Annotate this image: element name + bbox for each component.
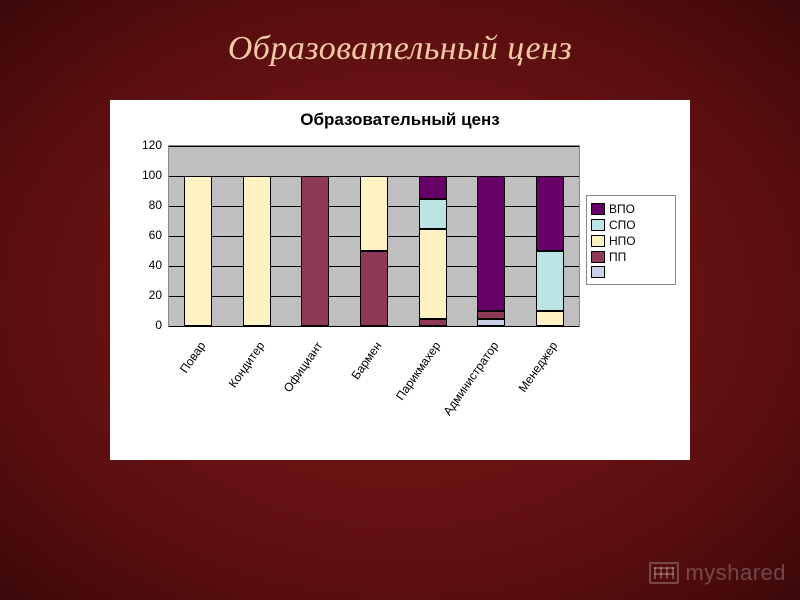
plot-wrap: ВПОСПОНПОПП 020406080100120ПоварКондитер… bbox=[128, 145, 672, 445]
legend-swatch bbox=[591, 266, 605, 278]
gridline bbox=[169, 146, 579, 147]
category-label: Администратор bbox=[440, 339, 501, 418]
slide-title: Образовательный ценз bbox=[0, 0, 800, 68]
bar-segment-blank bbox=[477, 319, 505, 327]
y-tick-label: 120 bbox=[128, 138, 162, 152]
legend-row: ВПО bbox=[591, 202, 671, 216]
bar-segment-vpo bbox=[536, 176, 564, 251]
category-label: Официант bbox=[281, 339, 326, 395]
legend-row: НПО bbox=[591, 234, 671, 248]
plot-area bbox=[168, 145, 580, 327]
legend-swatch bbox=[591, 203, 605, 215]
bar bbox=[477, 176, 505, 326]
legend-label: ПП bbox=[609, 250, 626, 264]
legend: ВПО СПО НПО ПП bbox=[586, 195, 676, 285]
legend-row bbox=[591, 266, 671, 278]
bar bbox=[536, 176, 564, 326]
slide-root: Образовательный ценз Образовательный цен… bbox=[0, 0, 800, 600]
legend-swatch bbox=[591, 235, 605, 247]
legend-swatch bbox=[591, 219, 605, 231]
bar-segment-npo bbox=[360, 176, 388, 251]
watermark: myshared bbox=[649, 560, 786, 586]
bar-segment-npo bbox=[536, 311, 564, 326]
legend-row: СПО bbox=[591, 218, 671, 232]
legend-label: СПО bbox=[609, 218, 636, 232]
bar bbox=[184, 176, 212, 326]
category-label: Кондитер bbox=[226, 339, 268, 390]
y-tick-label: 80 bbox=[128, 198, 162, 212]
y-tick-label: 0 bbox=[128, 318, 162, 332]
watermark-icon bbox=[649, 562, 679, 584]
legend-swatch bbox=[591, 251, 605, 263]
bar-segment-pp bbox=[301, 176, 329, 326]
bar bbox=[360, 176, 388, 326]
bar bbox=[301, 176, 329, 326]
bar-segment-spo bbox=[536, 251, 564, 311]
category-label: Менеджер bbox=[515, 339, 560, 395]
y-tick-label: 60 bbox=[128, 228, 162, 242]
category-label: Бармен bbox=[348, 339, 384, 382]
bar-segment-pp bbox=[477, 311, 505, 319]
bar-segment-npo bbox=[184, 176, 212, 326]
gridline bbox=[169, 326, 579, 327]
category-label: Повар bbox=[177, 339, 208, 376]
bar-segment-vpo bbox=[477, 176, 505, 311]
chart-card: Образовательный ценз ВПО СПО НПО ПП 0 20 40 60… bbox=[110, 100, 690, 460]
bar-segment-npo bbox=[243, 176, 271, 326]
y-tick-label: 100 bbox=[128, 168, 162, 182]
bar bbox=[419, 176, 447, 326]
bar-segment-vpo bbox=[419, 176, 447, 199]
legend-label: ВПО bbox=[609, 202, 635, 216]
legend-label: НПО bbox=[609, 234, 636, 248]
bar-segment-npo bbox=[419, 229, 447, 319]
chart-title: Образовательный ценз bbox=[110, 100, 690, 130]
bar bbox=[243, 176, 271, 326]
legend-row: ПП bbox=[591, 250, 671, 264]
watermark-text: myshared bbox=[685, 560, 786, 586]
category-label: Парикмахер bbox=[393, 339, 444, 403]
bar-segment-pp bbox=[419, 319, 447, 327]
bar-segment-spo bbox=[419, 199, 447, 229]
y-tick-label: 40 bbox=[128, 258, 162, 272]
bar-segment-pp bbox=[360, 251, 388, 326]
y-tick-label: 20 bbox=[128, 288, 162, 302]
